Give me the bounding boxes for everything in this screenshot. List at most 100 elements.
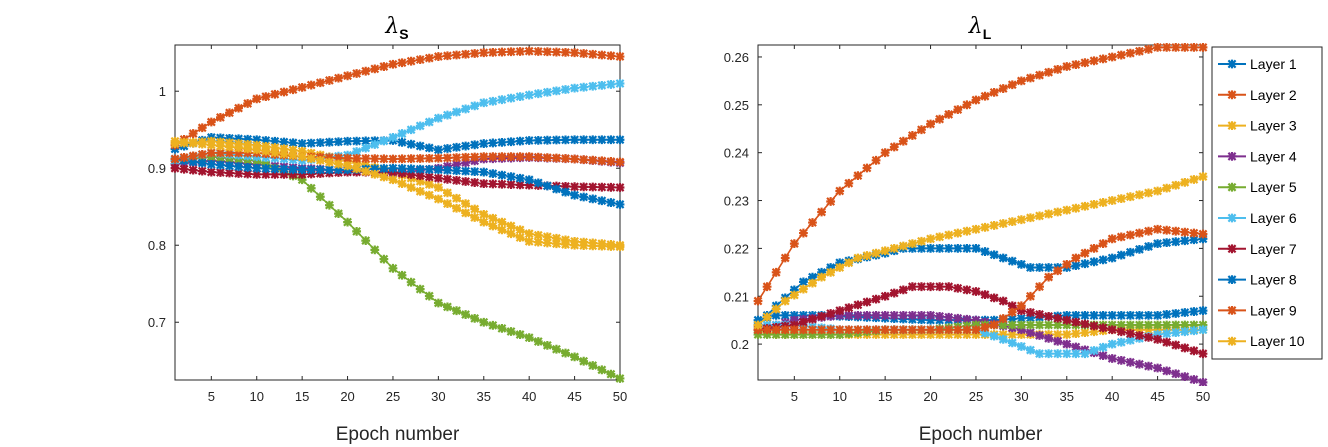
data-point (506, 152, 516, 162)
data-point (188, 157, 198, 167)
data-point (606, 135, 616, 145)
data-point (334, 137, 343, 147)
data-point (506, 47, 516, 57)
data-point (261, 136, 271, 145)
data-point (898, 330, 908, 339)
data-point (962, 325, 972, 335)
data-point (252, 140, 262, 150)
data-point (862, 310, 872, 320)
data-point (771, 267, 781, 277)
title-subscript: L (983, 26, 992, 42)
data-point (1189, 346, 1199, 356)
data-point (288, 85, 298, 95)
data-point (343, 136, 352, 146)
data-point (771, 325, 781, 335)
data-point (488, 213, 498, 223)
data-point (944, 230, 954, 240)
y-tick-label: 0.24 (724, 146, 749, 161)
data-point (753, 325, 763, 335)
data-point (1153, 224, 1162, 234)
data-point (1089, 310, 1099, 320)
data-point (826, 330, 836, 339)
data-point (243, 99, 253, 108)
data-point (771, 330, 781, 339)
data-point (443, 165, 452, 175)
data-point (470, 178, 480, 187)
data-point (907, 131, 917, 140)
data-point (989, 293, 999, 303)
data-point (379, 254, 389, 264)
data-point (907, 243, 917, 253)
data-point (506, 172, 516, 182)
data-point (1044, 320, 1054, 330)
legend-item: Layer 8 (1218, 272, 1297, 288)
data-point (917, 282, 926, 292)
data-point (1162, 42, 1172, 52)
legend-marker (1227, 306, 1237, 315)
data-point (1180, 227, 1190, 237)
data-point (306, 154, 316, 163)
data-point (415, 176, 425, 186)
data-point (1007, 256, 1017, 266)
data-point (1007, 301, 1017, 311)
data-point (506, 137, 516, 147)
y-tick-label: 0.23 (724, 194, 749, 209)
data-point (515, 225, 525, 235)
data-point (835, 258, 845, 268)
data-point (234, 169, 243, 178)
data-point (1116, 310, 1126, 320)
data-point (352, 226, 362, 236)
x-tick-label: 30 (431, 389, 445, 404)
data-point (615, 200, 625, 209)
data-point (433, 145, 443, 155)
data-point (452, 153, 461, 162)
legend-marker (1227, 213, 1237, 223)
data-point (1153, 186, 1162, 196)
data-point (324, 153, 334, 162)
data-point (225, 161, 234, 171)
data-point (497, 225, 507, 235)
data-point (880, 310, 890, 320)
data-point (225, 108, 234, 118)
data-point (515, 180, 525, 190)
data-point (1080, 310, 1090, 320)
legend-label: Layer 3 (1250, 118, 1297, 134)
data-point (170, 136, 180, 146)
data-point (980, 290, 990, 300)
data-point (234, 103, 243, 113)
data-point (962, 330, 972, 339)
data-point (533, 178, 543, 188)
data-point (288, 165, 298, 174)
data-point (542, 135, 552, 145)
data-point (542, 340, 552, 350)
data-point (361, 236, 371, 246)
data-point (243, 163, 253, 172)
data-point (1098, 198, 1108, 207)
x-tick-label: 45 (567, 389, 581, 404)
data-point (324, 200, 334, 210)
data-point (497, 137, 507, 147)
data-point (533, 230, 543, 240)
data-point (844, 258, 854, 268)
data-point (835, 263, 845, 272)
data-point (488, 152, 498, 162)
data-point (1153, 325, 1162, 335)
data-point (334, 209, 343, 219)
data-point (397, 179, 407, 189)
data-point (470, 49, 480, 58)
data-point (524, 180, 534, 190)
data-point (379, 164, 389, 173)
data-point (935, 325, 945, 335)
data-point (470, 101, 480, 111)
data-point (1007, 217, 1017, 226)
data-point (452, 50, 461, 60)
data-point (234, 143, 243, 153)
series-layer-10 (753, 172, 1208, 330)
data-point (433, 52, 443, 61)
data-point (953, 243, 963, 253)
data-point (1135, 228, 1144, 238)
data-point (615, 242, 625, 252)
data-point (415, 284, 425, 294)
data-point (917, 325, 926, 335)
data-point (433, 194, 443, 204)
